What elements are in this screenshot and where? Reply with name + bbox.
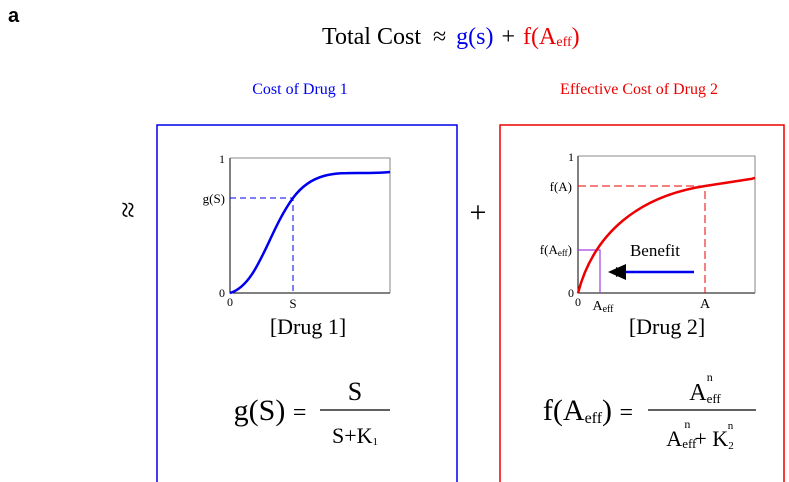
drug2-x-label-a: A [700,297,711,312]
drug2-guide [578,185,706,293]
num-sub: eff [707,391,722,406]
panel-label: a [8,5,20,27]
drug1-x-label: S [289,296,296,311]
lhs: f(A [543,394,585,427]
drug2-y-top: 1 [568,150,574,164]
den-k-sup: n [728,420,734,432]
header-term1: g(s) [456,24,493,50]
den-plus: + K [694,426,728,451]
drug2-x-zero: 0 [575,295,581,309]
header-term2-close: ) [572,24,580,50]
drug1-frame [230,157,391,293]
base: f(A [540,242,559,257]
drug1-box [156,124,458,482]
drug2-denominator: Aeffn+ K2n [666,417,733,452]
num-sup: n [707,370,713,384]
close: ) [568,242,572,257]
drug2-x-label-eff: Aeff [592,299,614,315]
drug1-axis-title: [Drug 1] [270,314,346,339]
drug2-formula-lhs: f(Aeff) = [543,394,633,427]
num: A [689,380,707,406]
left-sign: ≈ [111,202,144,218]
drug1-y-zero: 0 [219,286,225,300]
den-k-sub: 2 [728,440,734,452]
drug2-title: Effective Cost of Drug 2 [560,81,718,98]
den-sup: n [684,417,690,431]
drug1-title: Cost of Drug 1 [252,81,348,98]
lhs: g(S) [234,394,286,427]
drug1-y-top: 1 [219,152,225,166]
drug2-arrow-label: Benefit [630,241,680,260]
drug2-y-label-a: f(A) [550,179,572,194]
eq: = [293,400,307,426]
sub: eff [603,304,615,315]
drug2-axis-title: [Drug 2] [629,314,705,339]
drug2-box [499,124,785,482]
header-plus: + [502,24,516,50]
sub: eff [558,248,568,258]
header-term2: f(A [523,24,557,50]
middle-sign: + [470,196,487,229]
drug1-y-label: g(S) [203,191,225,206]
drug2-numerator: Aeff n [689,370,721,406]
drug2-curve [576,176,756,294]
den-sub: 1 [373,436,379,448]
header-term2-sub: eff [556,35,572,50]
base: A [592,299,603,314]
drug2-y-zero: 0 [568,286,574,300]
drug1-formula-lhs: g(S) = [234,394,307,427]
header: Total Cost ≈ g(s) + f(Aeff) [322,24,580,50]
header-lhs: Total Cost [322,24,421,50]
drug1-denominator: S+K1 [332,423,378,448]
den: S+K [332,423,373,448]
lhs-sub: eff [585,410,603,427]
den-sub: eff [682,436,697,451]
drug1-numerator: S [348,377,362,406]
header-approx: ≈ [433,24,446,50]
drug2-y-label-eff: f(Aeff) [540,242,572,258]
eq: = [620,400,634,426]
drug1-curve [229,170,391,295]
drug2-eff-guide [578,249,601,293]
drug1-x-zero: 0 [227,295,233,309]
drug2-frame [578,155,756,293]
den: A [666,426,682,451]
lhs-close: ) [602,394,612,427]
benefit-arrowhead [608,264,626,280]
